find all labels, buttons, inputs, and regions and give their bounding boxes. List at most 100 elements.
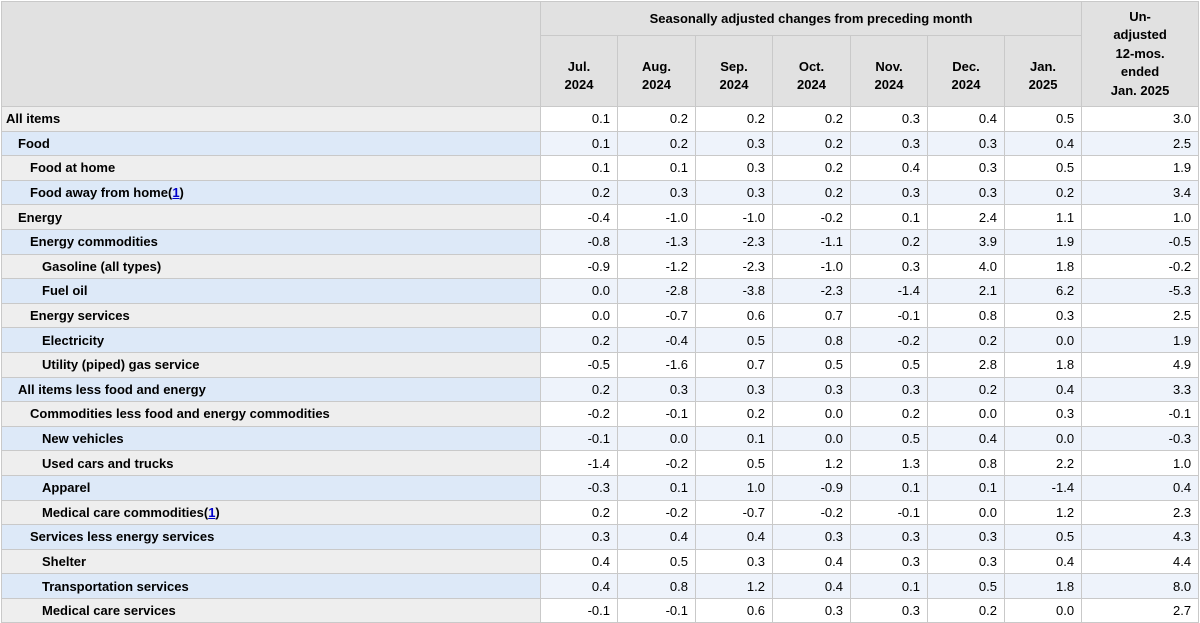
value-cell: 1.2 [1003,499,1083,526]
table-row: Services less energy services 0.3 0.4 0.4 0.… [1,524,1200,550]
footnote-link[interactable]: 1 [208,504,216,520]
value-cell: 0.2 [540,327,618,353]
value-cell: 0.5 [1003,106,1083,132]
value-cell: 2.2 [1003,450,1083,476]
unadjusted-cell: 4.4 [1081,548,1200,575]
value-cell: -0.2 [617,450,696,476]
unadjusted-cell: 1.0 [1081,204,1200,230]
unadjusted-line2: adjusted [1113,27,1167,43]
table-row: Food away from home(1) 0.2 0.3 0.3 0.2 0.3 0.3… [1,179,1200,206]
value-cell: 1.1 [1003,204,1083,230]
unadjusted-cell: 2.7 [1081,597,1200,623]
value-cell: -1.0 [617,204,696,230]
value-cell: 0.4 [772,573,851,599]
value-cell: 0.3 [927,179,1005,206]
row-label-text: Food away from home [30,185,168,201]
value-cell: 0.4 [1003,130,1083,157]
value-cell: -0.1 [617,401,696,427]
table-row: Transportation services 0.4 0.8 1.2 0.4 0.1 0.… [1,573,1200,599]
value-cell: 0.2 [772,130,851,157]
value-cell: -0.7 [617,302,696,329]
value-cell: -0.2 [617,499,696,526]
column-month: Jul. [567,59,591,74]
row-label: Energy services [1,302,541,329]
column-header: Aug. 2024 [617,35,696,107]
row-label-text: Energy commodities [30,234,158,250]
value-cell: 0.3 [695,548,773,575]
value-cell: -1.0 [772,253,851,280]
value-cell: -1.6 [617,351,696,378]
value-cell: 0.5 [1003,155,1083,181]
row-label-text: Utility (piped) gas service [42,357,200,373]
value-cell: 0.2 [772,179,851,206]
value-cell: 0.3 [695,130,773,157]
value-cell: 0.3 [772,524,851,550]
value-cell: 2.8 [927,351,1005,378]
value-cell: 0.2 [540,499,618,526]
table-row: Food 0.1 0.2 0.3 0.2 0.3 0.3 0.4 2.5 [1,130,1200,157]
value-cell: 0.5 [695,327,773,353]
value-cell: 0.1 [850,204,928,230]
value-cell: 0.1 [617,474,696,501]
unadjusted-cell: 1.9 [1081,327,1200,353]
value-cell: 0.3 [772,376,851,403]
value-cell: 0.3 [850,130,928,157]
unadjusted-line3: 12-mos. [1115,45,1165,61]
unadjusted-cell: -5.3 [1081,278,1200,304]
value-cell: 0.0 [927,401,1005,427]
row-label-text: Used cars and trucks [42,455,174,471]
footnote-link[interactable]: 1 [172,185,180,201]
row-label: Gasoline (all types) [1,253,541,280]
unadjusted-cell: 2.3 [1081,499,1200,526]
row-label: Medical care services [1,597,541,623]
value-cell: -2.8 [617,278,696,304]
unadjusted-cell: -0.2 [1081,253,1200,280]
row-label: Used cars and trucks [1,450,541,476]
row-label-text: Services less energy services [30,529,215,545]
value-cell: -0.2 [772,204,851,230]
table-row: Electricity 0.2 -0.4 0.5 0.8 -0.2 0.2 0.0 1.9 [1,327,1200,353]
value-cell: 0.5 [927,573,1005,599]
column-header: Sep. 2024 [695,35,773,107]
column-header: Nov. 2024 [850,35,928,107]
group-header: Seasonally adjusted changes from precedi… [539,1,1083,36]
unadjusted-cell: -0.1 [1081,401,1200,427]
value-cell: 0.3 [1003,302,1083,329]
value-cell: 0.1 [695,425,773,452]
unadjusted-cell: 1.9 [1081,155,1200,181]
row-label-text: Medical care commodities [42,504,204,520]
value-cell: 0.1 [850,474,928,501]
unadjusted-line5: Jan. 2025 [1110,82,1170,98]
row-label: Electricity [1,327,541,353]
value-cell: 0.3 [850,376,928,403]
unadjusted-cell: 0.4 [1081,474,1200,501]
row-label-text: Apparel [42,480,91,496]
unadjusted-cell: 2.5 [1081,302,1200,329]
value-cell: 0.4 [1003,548,1083,575]
value-cell: 0.1 [540,155,618,181]
value-cell: 4.0 [927,253,1005,280]
value-cell: 0.2 [695,106,773,132]
unadjusted-cell: 2.5 [1081,130,1200,157]
value-cell: 0.5 [1003,524,1083,550]
value-cell: 1.2 [695,573,773,599]
value-cell: 0.3 [617,376,696,403]
value-cell: -1.1 [772,228,851,255]
value-cell: 0.3 [850,253,928,280]
row-label-text: Medical care services [42,603,176,619]
table-row: New vehicles -0.1 0.0 0.1 0.0 0.5 0.4 0.0 -0.3 [1,425,1200,452]
table-row: Apparel -0.3 0.1 1.0 -0.9 0.1 0.1 -1.4 0.4 [1,474,1200,501]
row-label: Apparel [1,474,541,501]
column-year: 2024 [642,77,671,92]
value-cell: 0.1 [617,155,696,181]
value-cell: 0.3 [850,106,928,132]
value-cell: 0.4 [772,548,851,575]
value-cell: 0.3 [850,597,928,623]
value-cell: -0.4 [540,204,618,230]
value-cell: 0.2 [850,401,928,427]
value-cell: 0.0 [927,499,1005,526]
unadjusted-cell: 8.0 [1081,573,1200,599]
row-label: Utility (piped) gas service [1,351,541,378]
value-cell: -0.2 [850,327,928,353]
